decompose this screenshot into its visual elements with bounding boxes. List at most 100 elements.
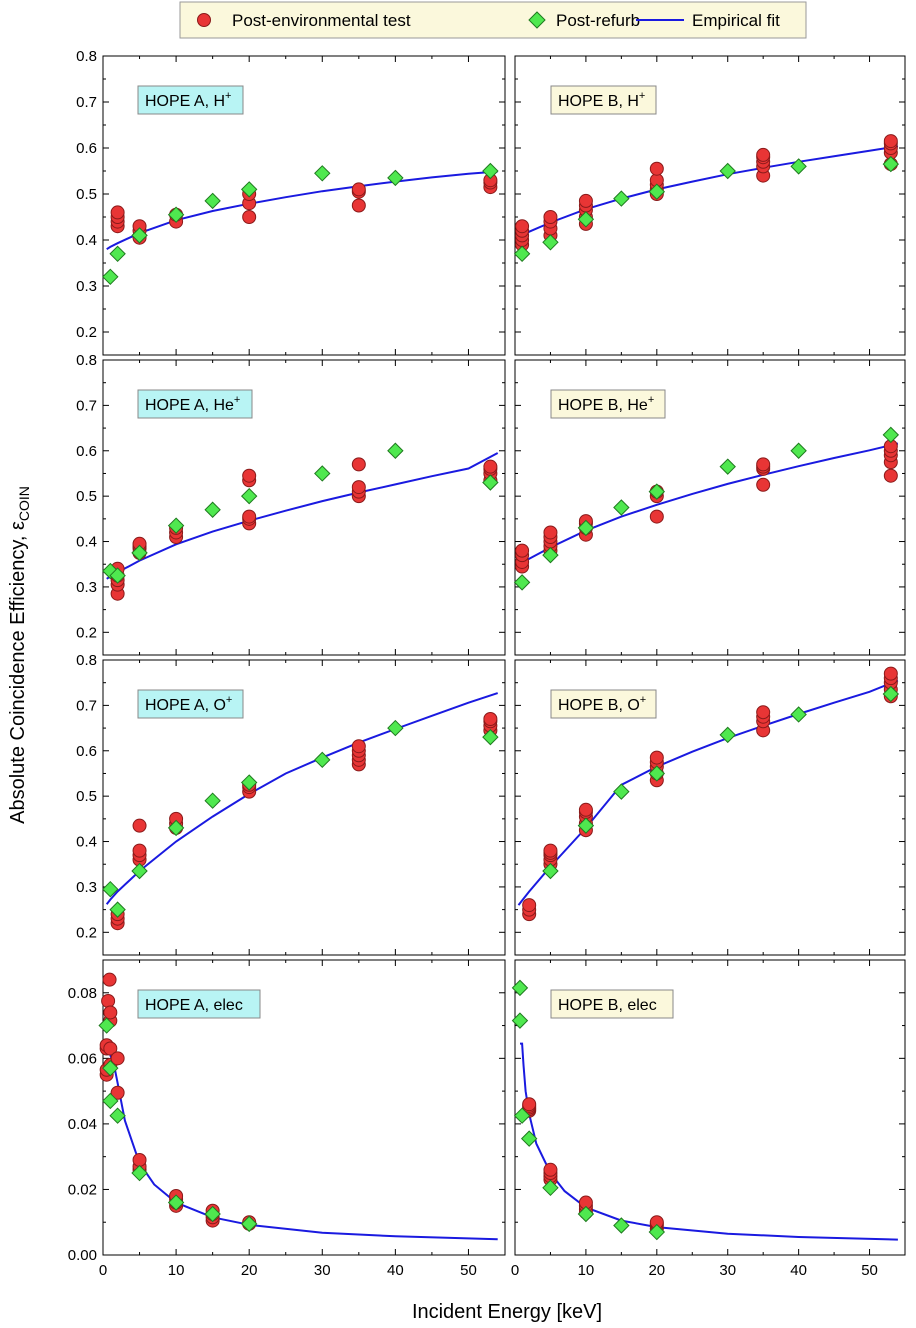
post-refurb-point — [542, 234, 559, 251]
y-tick-label: 0.08 — [68, 985, 97, 1002]
panel-label: HOPE A, O+ — [145, 694, 232, 714]
post-environmental-point — [132, 818, 147, 833]
panel-label: HOPE B, H+ — [558, 90, 645, 110]
post-refurb-point — [387, 719, 404, 737]
post-refurb-point — [577, 519, 595, 537]
legend-label-post-environmental: Post-environmental test — [232, 11, 411, 30]
panel-7: 0.00 0.02 0.04 0.06 0.08 0 10 20 30 40 50 HOPE A, e… — [68, 959, 506, 1279]
y-tick-label: 0.3 — [76, 278, 97, 295]
post-refurb-point — [520, 1130, 538, 1147]
x-tick-label: 0 — [99, 1262, 107, 1279]
x-tick-label: 10 — [578, 1262, 595, 1279]
post-refurb-point — [882, 426, 900, 444]
post-refurb-point — [109, 245, 126, 263]
panel-label-main: HOPE A, He — [145, 397, 234, 414]
post-refurb-point — [790, 442, 807, 459]
y-tick-label: 0.00 — [68, 1247, 97, 1264]
post-environmental-point — [649, 161, 664, 176]
post-refurb-point — [511, 979, 529, 997]
panel-label: HOPE B, O+ — [558, 694, 646, 714]
fit-line — [517, 679, 899, 906]
panel-label-main: HOPE A, elec — [145, 997, 243, 1014]
post-environmental-point — [351, 182, 366, 197]
post-refurb-point — [109, 901, 126, 918]
post-environmental-point — [103, 1041, 118, 1056]
post-refurb-point — [719, 458, 736, 475]
post-refurb-point — [882, 685, 900, 703]
post-refurb-point — [314, 165, 331, 182]
post-refurb-point — [542, 862, 559, 880]
y-tick-label: 0.3 — [76, 879, 97, 896]
post-refurb-point — [613, 783, 630, 800]
post-environmental-point — [756, 147, 771, 162]
post-refurb-point — [648, 1223, 666, 1241]
panel-label: HOPE A, elec — [145, 997, 243, 1014]
post-environmental-point — [483, 712, 498, 726]
post-environmental-point — [101, 993, 116, 1008]
panel-4: HOPE B, He+ — [513, 359, 906, 656]
y-tick-label: 0.5 — [76, 186, 97, 203]
post-environmental-point — [883, 134, 898, 149]
x-tick-label: 0 — [511, 1262, 519, 1279]
panel-label-box — [137, 389, 253, 419]
y-tick-label: 0.4 — [76, 834, 97, 851]
post-environmental-point — [515, 543, 530, 558]
x-tick-label: 40 — [387, 1262, 404, 1279]
panel-label-sup: + — [225, 90, 231, 102]
legend-box — [179, 1, 807, 39]
y-axis-label-symbol: ε — [7, 521, 29, 530]
panel-frame — [514, 959, 906, 1256]
panel-frame — [514, 659, 906, 956]
y-tick-label: 0.6 — [76, 140, 97, 157]
post-refurb-point — [240, 1215, 258, 1233]
post-environmental-point — [522, 1097, 537, 1112]
panel-label-box — [550, 85, 657, 115]
panel-frame — [102, 359, 506, 656]
post-refurb-point — [204, 792, 221, 809]
post-environmental-point — [110, 205, 125, 220]
y-tick-label: 0.2 — [76, 324, 97, 341]
post-refurb-point — [102, 880, 119, 898]
x-tick-label: 40 — [790, 1262, 807, 1279]
post-refurb-point — [542, 546, 559, 564]
panel-3: 0.2 0.3 0.4 0.5 0.6 0.7 0.8 HOPE A, He+ — [76, 352, 506, 656]
post-refurb-point — [240, 181, 258, 198]
post-refurb-point — [167, 1194, 185, 1211]
post-environmental-point — [515, 219, 530, 234]
y-tick-label: 0.04 — [68, 1116, 97, 1133]
panel-label-main: HOPE B, H — [558, 93, 639, 110]
y-tick-label: 0.7 — [76, 397, 97, 414]
post-environmental-point — [242, 468, 257, 483]
panel-6: HOPE B, O+ — [514, 659, 906, 956]
post-refurb-point — [511, 1012, 529, 1029]
fit-line — [106, 452, 499, 580]
post-refurb-point — [387, 442, 404, 459]
post-environmental-point — [543, 210, 558, 224]
post-refurb-point — [167, 819, 185, 837]
post-refurb-point — [577, 817, 595, 834]
legend: Post-environmental test Post-refurb Empi… — [179, 1, 807, 39]
y-tick-label: 0.8 — [76, 48, 97, 65]
post-refurb-point — [131, 544, 148, 562]
y-tick-label: 0.8 — [76, 652, 97, 669]
post-environmental-point — [351, 480, 366, 495]
post-refurb-point — [613, 1217, 630, 1234]
fit-line — [517, 442, 899, 566]
post-refurb-point — [167, 517, 185, 534]
post-refurb-point — [790, 706, 807, 723]
post-environmental-point — [543, 843, 558, 858]
post-refurb-point — [513, 574, 531, 591]
y-axis-label-sub: COIN — [16, 486, 32, 521]
panel-label-main: HOPE B, O — [558, 697, 640, 714]
panel-label-box — [550, 689, 657, 719]
legend-marker-post-environmental — [197, 13, 211, 27]
x-tick-label: 50 — [861, 1262, 878, 1279]
y-tick-label: 0.06 — [68, 1050, 97, 1067]
post-refurb-point — [204, 1205, 221, 1223]
panel-label-box — [550, 389, 666, 419]
y-tick-label: 0.3 — [76, 579, 97, 596]
post-refurb-point — [482, 162, 499, 180]
post-refurb-point — [131, 862, 148, 880]
post-environmental-point — [578, 193, 593, 208]
post-refurb-point — [109, 1107, 126, 1124]
